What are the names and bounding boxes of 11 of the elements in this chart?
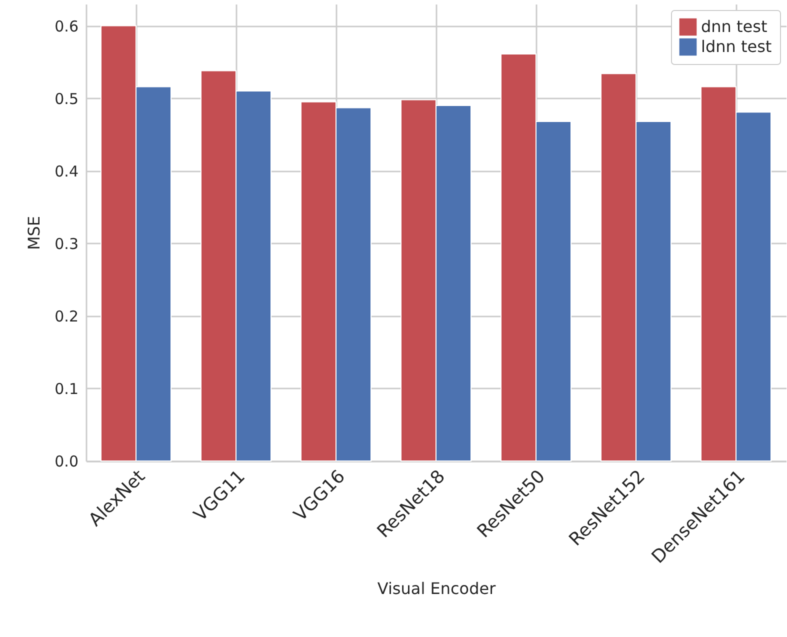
y-tick-label: 0.3 bbox=[54, 234, 78, 253]
y-tick-label: 0.4 bbox=[54, 162, 78, 180]
x-axis-title: Visual Encoder bbox=[377, 579, 496, 598]
y-tick-label: 0.1 bbox=[54, 380, 78, 398]
y-tick-label: 0.5 bbox=[54, 90, 78, 108]
legend-label: dnn test bbox=[701, 17, 768, 36]
y-tick-label: 0.2 bbox=[54, 307, 78, 326]
y-tick-label: 0.0 bbox=[54, 452, 78, 470]
y-axis-title: MSE bbox=[24, 216, 44, 250]
y-tick-label: 0.6 bbox=[54, 17, 78, 36]
legend-label: ldnn test bbox=[701, 37, 772, 56]
